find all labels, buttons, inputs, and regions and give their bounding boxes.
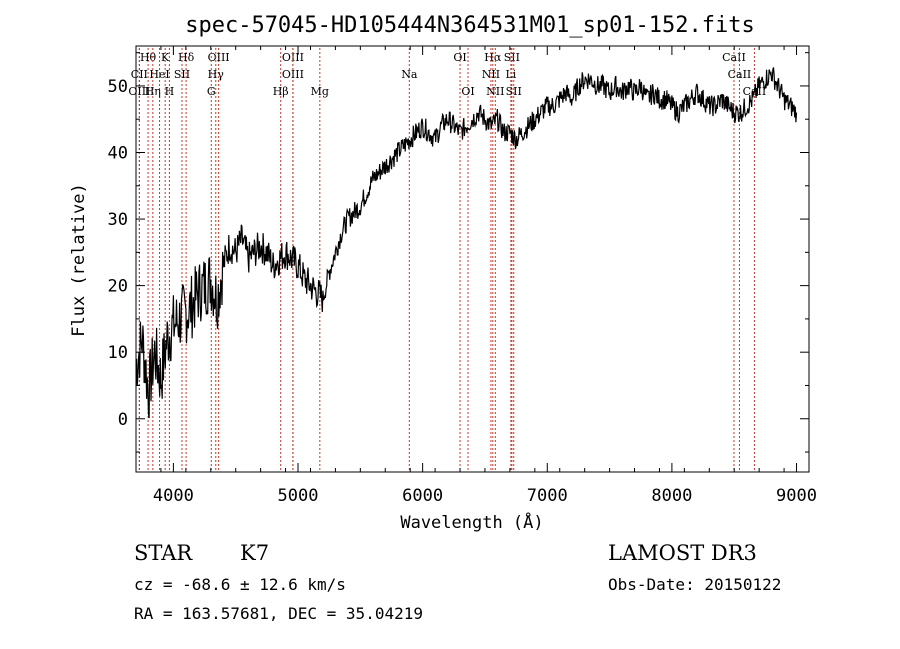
object-subclass: K7 [240, 541, 269, 565]
spectral-line-label: Hδ [178, 51, 195, 64]
spectral-line-label: NII [486, 85, 504, 98]
spectrum-line [135, 67, 798, 419]
plot-frame [135, 45, 810, 473]
spectral-line-label: Hη [145, 85, 161, 98]
spectral-line-label: SII [506, 85, 522, 98]
object-class: STAR [134, 541, 193, 565]
spectral-line-label: K [161, 51, 170, 64]
y-tick-label: 50 [108, 77, 128, 97]
observation-date: Obs-Date: 20150122 [608, 575, 781, 594]
y-tick-label: 10 [108, 343, 128, 363]
spectral-line-label: SII [174, 68, 190, 81]
spectral-line-label: CaII [728, 68, 752, 81]
spectral-line-label: OI [461, 85, 474, 98]
spectral-line-label: SII [504, 51, 520, 64]
x-tick-label: 8000 [651, 486, 692, 506]
x-tick-label: 7000 [527, 486, 568, 506]
redshift-cz: cz = -68.6 ± 12.6 km/s [134, 575, 346, 594]
chart-title: spec-57045-HD105444N364531M01_sp01-152.f… [185, 13, 755, 38]
x-tick-label: 6000 [402, 486, 443, 506]
spectral-line-label: OIII [128, 85, 150, 98]
spectral-line-label: OIII [282, 68, 304, 81]
spectral-line-label: Li [505, 68, 516, 81]
y-tick-label: 0 [118, 410, 128, 430]
spectral-line-label: Hγ [208, 68, 225, 81]
y-tick-label: 30 [108, 210, 128, 230]
spectral-line-label: H [165, 85, 175, 98]
x-axis-label: Wavelength (Å) [400, 511, 543, 533]
spectral-line-label: OI [453, 51, 466, 64]
sky-coordinates: RA = 163.57681, DEC = 35.04219 [134, 604, 423, 623]
y-axis-ticks: 0 10 20 30 40 50 [108, 52, 809, 453]
x-tick-label: 4000 [153, 486, 194, 506]
spectral-line-label: OIII [208, 51, 230, 64]
y-axis-label: Flux (relative) [69, 183, 89, 337]
spectral-line-label: Hθ [140, 51, 157, 64]
spectral-line-label: NII [482, 68, 500, 81]
x-axis-ticks: 4000 5000 6000 7000 8000 9000 [135, 46, 817, 506]
spectral-line-label: Hβ [273, 85, 289, 98]
x-tick-label: 9000 [776, 486, 817, 506]
x-tick-label: 5000 [278, 486, 319, 506]
spectral-line-label: Mg [311, 85, 329, 98]
spectral-line-label: CII [131, 68, 148, 81]
spectral-line-label: Hα [484, 51, 502, 64]
spectral-line-label: HeI [149, 68, 169, 81]
y-tick-label: 40 [108, 144, 128, 164]
spectral-line-label: Na [401, 68, 418, 81]
spectral-line-label: G [207, 85, 216, 98]
survey-name: LAMOST DR3 [608, 541, 757, 565]
spectral-line-label: CaII [722, 51, 746, 64]
y-tick-label: 20 [108, 277, 128, 297]
